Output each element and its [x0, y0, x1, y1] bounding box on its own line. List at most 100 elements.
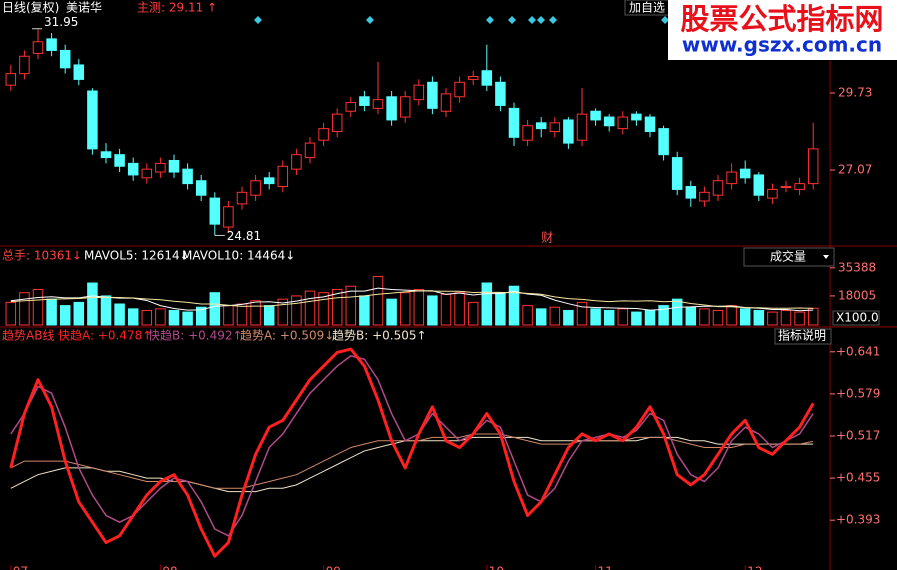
candle-body — [182, 168, 193, 185]
candle-body — [263, 177, 275, 185]
volume-bar — [454, 292, 465, 326]
candle-body — [168, 159, 180, 173]
dropdown-label[interactable]: 成交量 — [770, 249, 806, 264]
period-label: 日线(复权) — [2, 1, 59, 15]
candle-body — [195, 180, 207, 196]
volume-bar — [223, 305, 234, 326]
candle-body — [87, 90, 98, 150]
volume-bar — [318, 292, 329, 326]
volume-bar — [277, 298, 289, 326]
candle-body — [495, 81, 506, 106]
candle-body — [685, 186, 697, 199]
x-tick-label: 08 — [162, 565, 177, 570]
volume-bar — [644, 309, 656, 326]
candle-body — [372, 99, 384, 109]
candle-body — [535, 122, 547, 130]
volume-bar — [291, 295, 302, 326]
watermark-title: 股票公式指标网 — [680, 2, 883, 36]
add-watchlist-label[interactable]: 加自选 — [629, 1, 665, 15]
y-tick-label: +0.579 — [836, 386, 880, 400]
candle-body — [59, 49, 71, 69]
candle-body — [617, 116, 629, 130]
candle-body — [671, 157, 683, 190]
candle-body — [331, 113, 343, 133]
volume-bar — [726, 305, 737, 326]
candle-body — [440, 93, 452, 112]
volume-bar — [794, 311, 805, 326]
indicator-title: 趋势AB线 — [2, 329, 54, 343]
legend-entry: MAVOL10: 14464↓ — [182, 249, 295, 263]
candle-body — [590, 110, 601, 121]
candle-body — [359, 96, 370, 106]
volume-bar — [127, 308, 139, 326]
volume-bar — [413, 288, 425, 326]
indicator-help-label[interactable]: 指标说明 — [778, 328, 826, 343]
candle-body — [603, 116, 615, 127]
candle-body — [549, 122, 561, 133]
event-marker: 财 — [541, 231, 553, 245]
candle-body — [345, 102, 357, 112]
candle-body — [726, 171, 737, 185]
candle-body — [467, 76, 479, 80]
candle-body — [739, 168, 751, 179]
volume-bar — [59, 305, 71, 326]
candle-body — [73, 64, 85, 80]
candle-body — [277, 165, 289, 188]
volume-bar — [250, 300, 261, 326]
dropdown-arrow[interactable] — [823, 255, 829, 259]
candle-body — [100, 151, 112, 159]
volume-bar — [603, 309, 615, 326]
volume-bar — [549, 306, 561, 326]
volume-bar — [617, 308, 629, 326]
volume-bar — [100, 295, 112, 326]
volume-bar — [372, 276, 384, 326]
indicator-line — [9, 347, 815, 558]
low-annotation: 24.81 — [227, 229, 261, 243]
x-tick-label: 07 — [13, 565, 28, 570]
volume-bar — [386, 298, 397, 326]
candle-body — [767, 188, 778, 199]
candle-body — [644, 116, 656, 133]
watermark-url: www.gszx.com.cn — [682, 33, 882, 57]
signal-diamond — [254, 16, 262, 24]
candle-body — [413, 84, 425, 101]
volume-bar — [481, 282, 493, 326]
candle-body — [794, 183, 805, 190]
candle-body — [427, 81, 438, 109]
candle-body — [576, 113, 588, 141]
volume-bar — [590, 308, 601, 326]
y-tick-label: +0.641 — [836, 344, 880, 358]
legend-entry: 趋势B: +0.505↑ — [332, 329, 427, 343]
volume-bar — [685, 306, 697, 326]
volume-bar — [753, 309, 765, 326]
volume-bar — [182, 311, 193, 326]
volume-bar — [440, 293, 452, 326]
main-indicator: 主测: 29.11 ↑ — [137, 1, 217, 15]
y-tick-label: 27.07 — [838, 163, 872, 177]
volume-bar — [73, 301, 85, 326]
volume-bar — [495, 292, 506, 326]
legend-entry: MAVOL5: 12614↓ — [84, 249, 190, 263]
candle-body — [155, 162, 166, 173]
indicator-dropdown[interactable] — [743, 247, 835, 267]
unit-box — [832, 310, 880, 326]
volume-bar — [114, 303, 125, 326]
indicator-line — [10, 433, 814, 489]
candle-body — [19, 55, 30, 75]
candle-body — [522, 125, 533, 141]
volume-bar — [46, 298, 57, 326]
volume-bar — [168, 309, 180, 326]
volume-bar — [467, 301, 479, 326]
volume-bar — [658, 305, 669, 326]
x-tick-label: 11 — [598, 565, 613, 570]
legend-entry: 总手: 10361↓ — [2, 249, 82, 263]
x-tick-label: 09 — [326, 565, 341, 570]
volume-bar — [195, 306, 207, 326]
volume-bar — [209, 292, 221, 326]
volume-bar — [671, 298, 683, 326]
candle-body — [223, 206, 234, 228]
volume-bar — [427, 295, 438, 326]
indicator-help-button[interactable] — [774, 328, 832, 345]
candle-body — [699, 191, 710, 202]
